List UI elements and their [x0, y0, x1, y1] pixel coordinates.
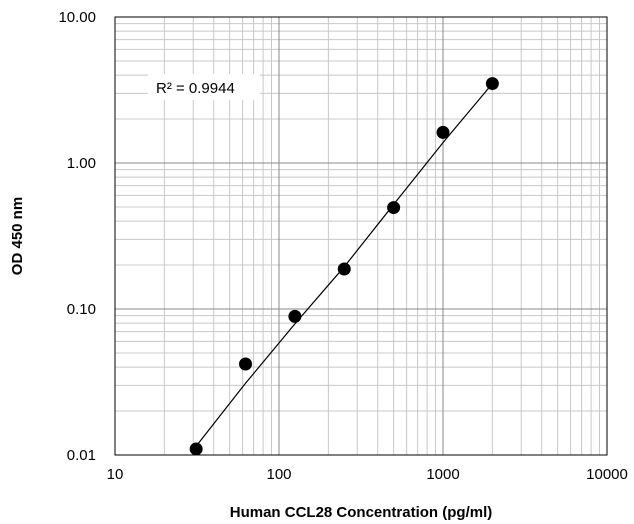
data-point	[436, 125, 450, 139]
y-tick-label: 10.00	[58, 9, 96, 26]
data-point	[485, 77, 499, 91]
y-tick-label: 1.00	[67, 155, 96, 172]
y-axis-title: OD 450 nm	[9, 197, 26, 275]
x-tick-label: 10000	[586, 466, 628, 483]
data-point	[387, 201, 401, 215]
data-point	[239, 357, 253, 371]
y-tick-label: 0.10	[67, 301, 96, 318]
x-axis-title: Human CCL28 Concentration (pg/ml)	[230, 504, 493, 521]
x-axis-ticks: 10 100 1000 10000	[107, 466, 628, 483]
x-tick-label: 100	[266, 466, 291, 483]
major-gridlines	[115, 17, 607, 455]
data-point	[288, 309, 302, 323]
data-points	[189, 77, 499, 456]
x-tick-label: 10	[107, 466, 124, 483]
plot-area-border	[114, 16, 608, 456]
x-tick-label: 1000	[426, 466, 459, 483]
data-point	[337, 262, 351, 276]
y-tick-label: 0.01	[67, 447, 96, 464]
r-squared-label: R² = 0.9944	[156, 80, 235, 97]
y-axis-ticks: 0.01 0.10 1.00 10.00	[58, 9, 96, 464]
r-squared-label-background	[148, 74, 260, 100]
data-point	[189, 442, 203, 456]
